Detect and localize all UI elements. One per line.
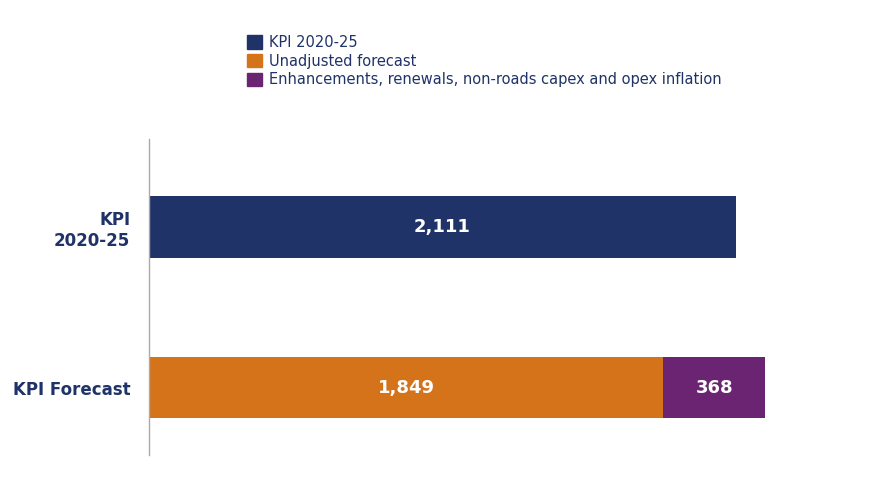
Bar xyxy=(663,357,766,418)
Bar xyxy=(149,197,736,257)
Text: 368: 368 xyxy=(696,379,733,397)
Text: 1,849: 1,849 xyxy=(378,379,434,397)
Bar xyxy=(149,357,663,418)
Legend: KPI 2020-25, Unadjusted forecast, Enhancements, renewals, non-roads capex and op: KPI 2020-25, Unadjusted forecast, Enhanc… xyxy=(247,35,722,87)
Text: 2,111: 2,111 xyxy=(414,218,471,236)
